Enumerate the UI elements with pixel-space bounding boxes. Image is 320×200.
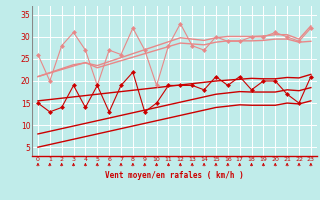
X-axis label: Vent moyen/en rafales ( km/h ): Vent moyen/en rafales ( km/h ) xyxy=(105,171,244,180)
